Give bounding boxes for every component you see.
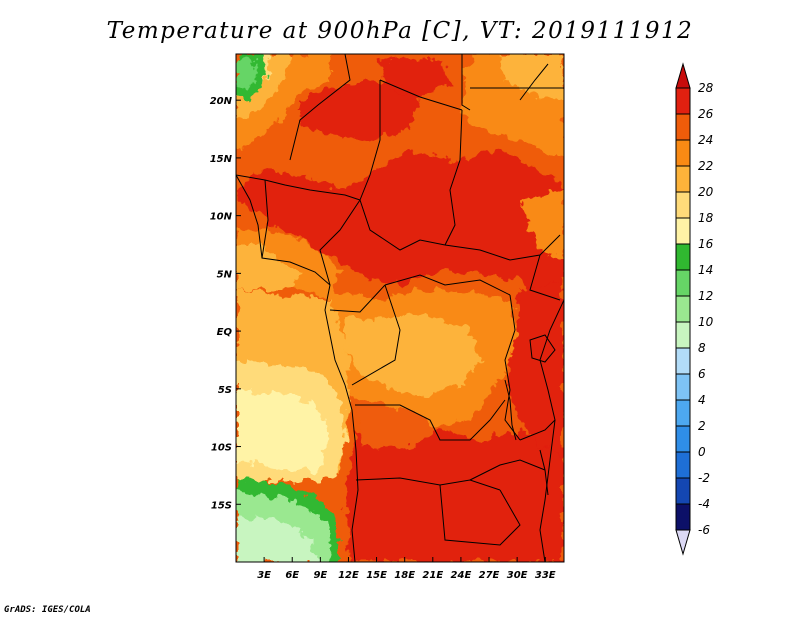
x-tick-label: 15E [366,570,387,581]
x-tick-label: 6E [285,570,299,581]
border-chad-car [359,199,446,251]
map-title: Temperature at 900hPa [C], VT: 201911191… [106,18,694,44]
border-drc-angola [355,399,506,441]
colorbar-label: 20 [698,185,714,199]
y-axis: 20N 15N 10N 5N EQ 5S 10S 15S [210,96,241,511]
border-congo-drc [351,284,401,386]
zone-atlantic-pale [236,390,330,470]
colorbar-segment [675,503,691,531]
colorbar-segment [675,217,691,245]
colorbar-segment [675,139,691,167]
colorbar-label: 0 [698,445,706,459]
x-tick-label: 18E [394,570,415,581]
border-sudan-south [444,234,561,261]
zone-congo-core [345,315,480,395]
zone-southern-hot [345,430,564,562]
x-tick-label: 3E [257,570,271,581]
colorbar-label: 28 [698,81,714,95]
colorbar-segment [675,165,691,193]
zone-sahara-hot-2 [380,58,450,95]
border-libya-chad [379,79,463,111]
colorbar-segment [675,321,691,349]
colorbar-segment [675,477,691,505]
border-libya-egypt [461,54,471,111]
border-botswana [439,484,521,546]
border-car-drc [384,274,511,296]
map-frame [235,53,565,563]
border-nigeria-cameroon [319,199,361,286]
colorbar-label: 4 [698,393,706,407]
red-sea-coast [519,63,549,101]
y-tick-label: 10N [210,212,233,223]
temperature-field [236,54,564,562]
x-tick-label: 9E [313,570,327,581]
colorbar-label: 16 [698,237,714,251]
colorbar-top-arrow [675,62,691,89]
border-algeria-libya [289,54,351,161]
colorbar-label: 24 [698,133,713,147]
border-east-lakes [504,294,521,441]
colorbar-label: 2 [698,419,706,433]
zone-west-coast-cool [236,245,300,290]
border-niger-chad [359,80,381,201]
zone-east-africa-hot [505,280,564,470]
border-kenya-ethiopia [529,254,561,301]
colorbar-segment [675,399,691,427]
y-tick-label: 20N [210,96,233,107]
country-borders [236,54,564,562]
y-tick-label: 5N [217,269,233,280]
colorbar-segment [675,87,691,115]
y-tick-label: 15S [211,500,232,511]
x-tick-label: 33E [535,570,556,581]
colorbar-label: -6 [698,523,710,537]
x-tick-label: 24E [451,570,472,581]
border-tanzania [519,419,556,441]
y-tick-label: 5S [218,385,232,396]
colorbar-bottom-arrow [675,529,691,556]
y-tick-label: EQ [217,327,233,338]
colorbar-segment [675,451,691,479]
coastline-west [236,174,359,562]
colorbar-label: 6 [698,367,706,381]
x-tick-label: 27E [479,570,500,581]
border-chad-sudan [444,109,463,246]
colorbar-label: 8 [698,341,706,355]
colorbar-segment [675,243,691,271]
colorbar-label: 14 [698,263,713,277]
x-tick-label: 21E [422,570,443,581]
colorbar-segment [675,373,691,401]
y-tick-label: 10S [211,443,232,454]
x-tick-label: 12E [338,570,359,581]
zone-sw-atlantic-palegreen [236,515,320,562]
zone-central-hot [240,150,564,300]
y-tick-label: 15N [210,154,233,165]
zone-angola-warm [355,400,440,450]
border-zambia-zimbabwe [469,459,546,481]
colorbar-label: 12 [698,289,713,303]
lake-victoria [529,334,556,363]
colorbar-segment [675,347,691,375]
x-tick-label: 30E [507,570,528,581]
border-cameroon-gabon [329,284,386,313]
border-mali-niger [236,174,361,201]
colorbar-segment [675,425,691,453]
colorbar-label: 22 [698,159,713,173]
colorbar-label: -2 [698,471,710,485]
zone-nw-lightgreen [236,58,256,88]
colorbar-segment [675,269,691,297]
colorbar-label: -4 [698,497,710,511]
lake-tanganyika [504,379,517,441]
border-benin-nigeria [261,179,269,259]
colorbar-segment [675,295,691,323]
grads-credit: GrADS: IGES/COLA [4,605,91,615]
colorbar-label: 10 [698,315,714,329]
colorbar-segment [675,113,691,141]
lake-malawi [539,449,549,496]
colorbar-label: 18 [698,211,714,225]
colorbar-label: 26 [698,107,714,121]
colorbar-segment [675,191,691,219]
x-axis: 3E 6E 9E 12E 15E 18E 21E 24E 27E 30E 33E [257,557,556,581]
